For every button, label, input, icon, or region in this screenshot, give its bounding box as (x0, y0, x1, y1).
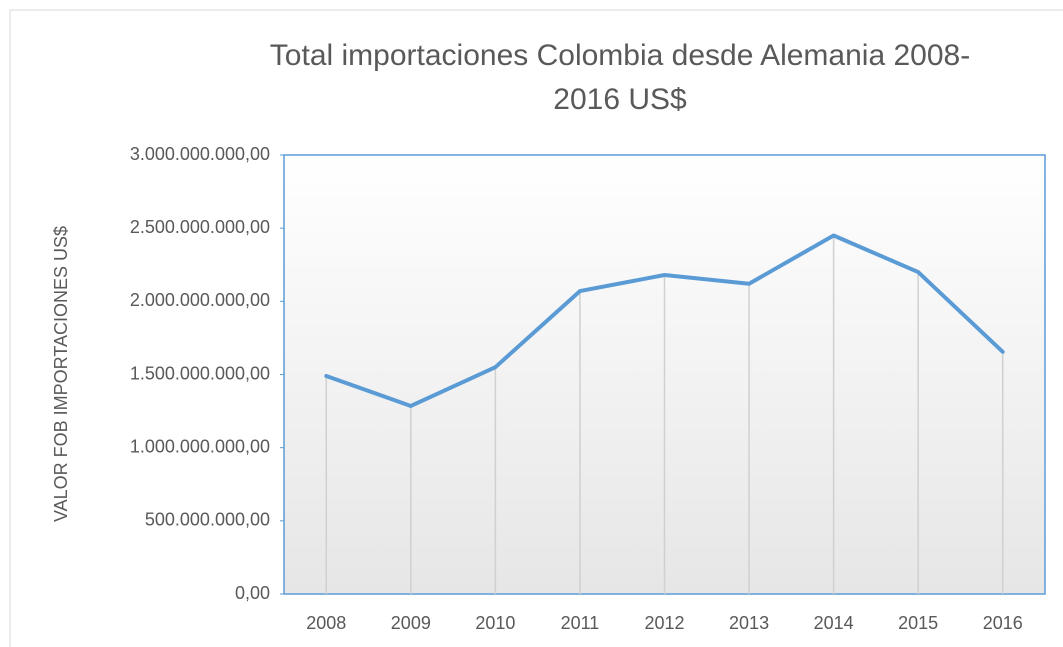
x-tick-label: 2009 (391, 613, 431, 633)
y-tick-label: 3.000.000.000,00 (130, 144, 270, 164)
x-tick-label: 2011 (561, 613, 600, 633)
x-tick-label: 2016 (983, 613, 1023, 633)
y-tick-label: 0,00 (235, 583, 270, 603)
y-tick-label: 1.000.000.000,00 (130, 436, 270, 456)
y-tick-label: 2.000.000.000,00 (130, 290, 270, 310)
x-tick-label: 2015 (898, 613, 938, 633)
y-tick-label: 500.000.000,00 (145, 510, 270, 530)
chart-title: Total importaciones Colombia desde Alema… (269, 39, 971, 116)
x-tick-label: 2013 (729, 613, 769, 633)
x-tick-label: 2014 (814, 613, 854, 633)
x-tick-label: 2012 (644, 613, 684, 633)
x-tick-label: 2008 (306, 613, 346, 633)
chart-border (9, 9, 1063, 647)
y-axis-title: VALOR FOB IMPORTACIONES US$ (51, 226, 71, 522)
y-tick-label: 1.500.000.000,00 (130, 363, 270, 383)
data-line (324, 233, 1005, 408)
y-tick-label: 2.500.000.000,00 (130, 217, 270, 237)
x-tick-label: 2010 (475, 613, 515, 633)
